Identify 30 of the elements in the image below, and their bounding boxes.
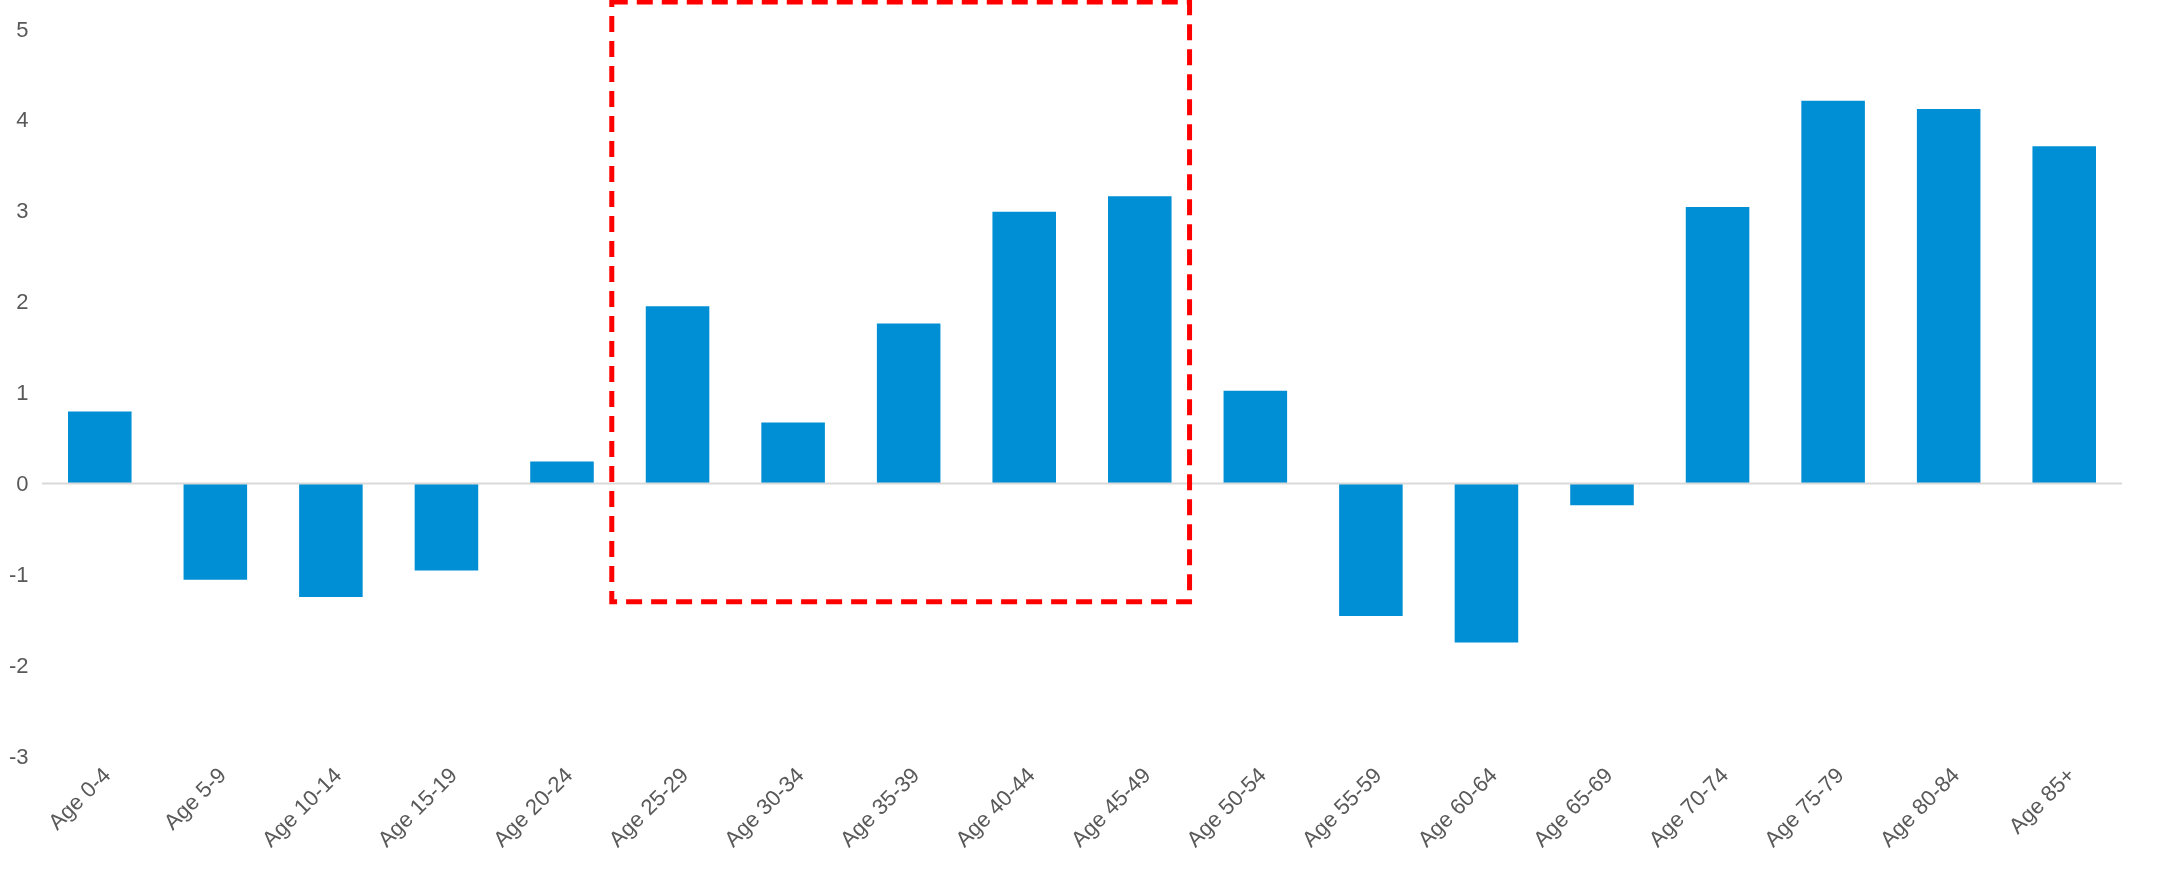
y-tick-label: 4	[16, 107, 29, 133]
x-tick-label: Age 5-9	[158, 762, 231, 835]
bar	[1454, 483, 1519, 643]
bar	[876, 323, 941, 484]
bar	[1916, 108, 1981, 484]
y-tick-label: 0	[16, 470, 29, 496]
y-tick-label: 2	[16, 289, 29, 315]
bar	[761, 422, 825, 484]
bar	[1570, 483, 1634, 506]
bar	[992, 211, 1056, 484]
bar	[2032, 146, 2096, 484]
x-tick-label: Age 0-4	[43, 762, 116, 835]
x-tick-label: Age 85+	[2003, 762, 2080, 839]
y-tick-label: -1	[8, 561, 29, 587]
y-tick-label: -2	[8, 652, 29, 678]
bar	[414, 483, 479, 571]
bar	[530, 461, 594, 484]
bar	[68, 411, 132, 484]
bar	[1339, 483, 1403, 617]
y-tick-label: -3	[8, 743, 29, 769]
bar	[1108, 196, 1172, 484]
y-tick-label: 5	[16, 16, 29, 42]
bar	[299, 483, 363, 597]
y-tick-label: 3	[16, 198, 29, 224]
bar	[1685, 207, 1750, 484]
bar	[1223, 390, 1288, 484]
bar	[1801, 100, 1865, 484]
bar	[183, 483, 248, 580]
bar	[645, 306, 710, 484]
y-tick-label: 1	[16, 380, 29, 405]
